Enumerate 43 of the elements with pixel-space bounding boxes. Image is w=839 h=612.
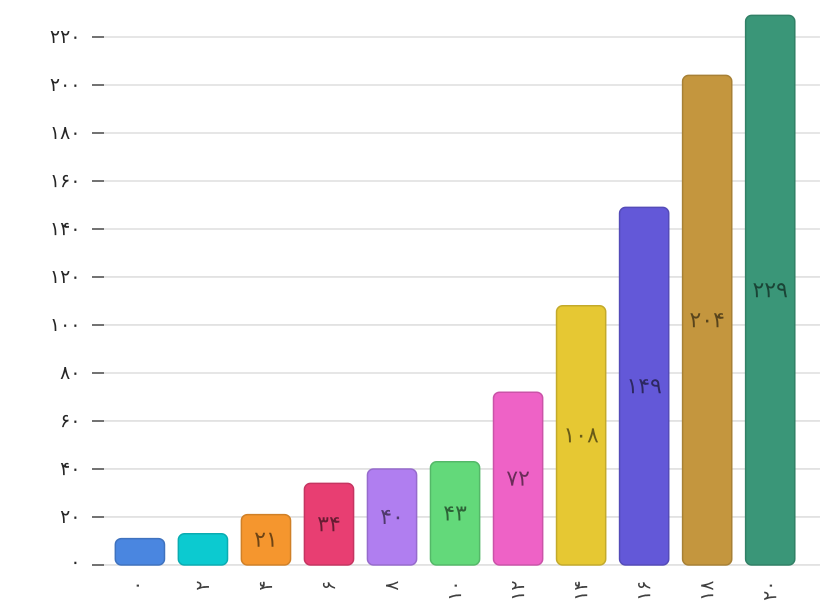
data-label: ۲۲۹ [753, 283, 787, 298]
y-tick-label: ۲۲۰ [50, 30, 76, 44]
x-tick-label: ۶ [322, 582, 336, 589]
data-label: ۴۰ [381, 510, 400, 524]
x-tick-label: ۱۲ [512, 581, 524, 598]
data-label: ۳۴ [318, 517, 340, 532]
y-tick-label: ۶۰ [62, 414, 76, 428]
bar [114, 538, 166, 566]
x-tick-label: ۱۸ [701, 581, 714, 598]
bar [304, 482, 354, 566]
x-tick-label: ۸ [386, 581, 398, 590]
bar [618, 206, 670, 566]
bar [178, 533, 228, 566]
data-label: ۴۳ [444, 506, 466, 520]
x-tick-label: ۱۴ [575, 582, 588, 598]
bar [556, 305, 606, 566]
bar [430, 461, 480, 566]
data-label: ۲۰۴ [690, 313, 724, 328]
bar [366, 468, 418, 566]
bar [240, 514, 292, 566]
x-tick-label: ۲ [196, 581, 209, 590]
y-tick-label: ۸۰ [60, 366, 76, 380]
x-tick-label: ۰ [136, 584, 139, 587]
y-tick-label: ۱۴۰ [52, 222, 76, 236]
x-tick-label: ۱۰ [449, 584, 462, 598]
y-tick-label: ۱۰۰ [52, 318, 76, 332]
y-tick-label: ۰ [74, 562, 76, 564]
data-label: ۲۱ [255, 532, 274, 547]
y-tick-label: ۱۶۰ [52, 174, 76, 188]
bar [744, 14, 796, 566]
data-label: ۱۴۹ [629, 379, 661, 394]
x-tick-label: ۴ [260, 582, 272, 590]
data-label: ۱۰۸ [566, 428, 598, 442]
y-tick-label: ۱۸۰ [52, 126, 76, 140]
y-tick-label: ۴۰ [60, 462, 76, 476]
bar [492, 391, 544, 566]
y-tick-label: ۲۰ [60, 510, 76, 524]
y-tick-label: ۱۲۰ [52, 270, 76, 284]
y-tick-label: ۲۰۰ [50, 78, 76, 92]
data-label: ۷۲ [506, 472, 529, 486]
bar [682, 74, 733, 566]
x-tick-label: ۱۶ [638, 582, 650, 598]
x-tick-label: ۲۰ [764, 584, 776, 600]
